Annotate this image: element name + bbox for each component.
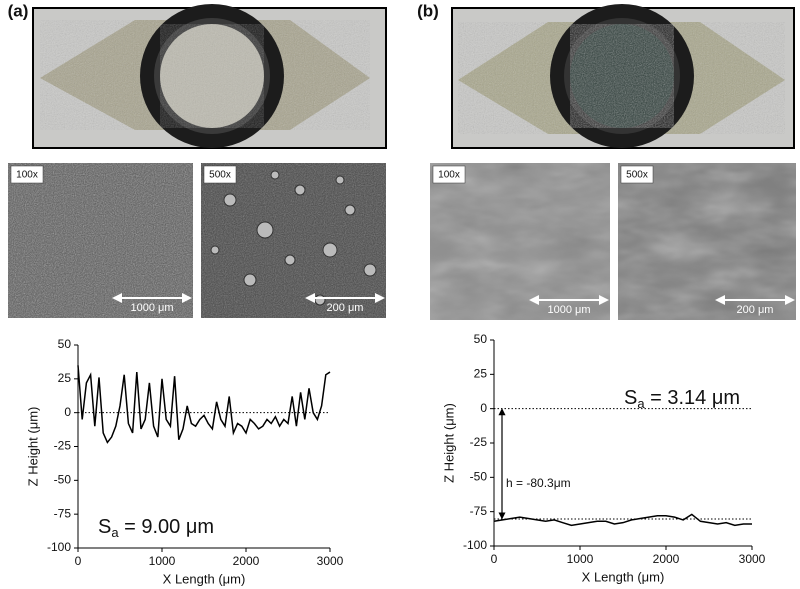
data-line [77,365,331,444]
mag-label: 100x [438,170,460,181]
x-axis-label: X Length (μm) [582,569,665,584]
x-tick-label: 0 [75,554,82,568]
height-label: h = -80.3μm [506,476,571,490]
mag-label-box [203,165,237,184]
y-tick-label: -50 [54,473,72,487]
y-axis-label: Z Height (μm) [441,403,456,483]
sa-value: = 9.00 μm [119,516,214,538]
sa-annotation: Sa = 3.14 μm [624,387,740,411]
x-tick-label: 2000 [653,552,680,566]
x-tick-label: 0 [491,552,498,566]
y-tick-label: 50 [58,337,72,351]
sem-image [8,163,193,318]
sa-symbol: S [98,516,111,538]
scale-bar-label: 200 μm [327,302,364,314]
sa-subscript: a [111,525,119,540]
x-tick-label: 3000 [317,554,344,568]
sa-annotation: Sa = 9.00 μm [98,516,214,540]
mag-label: 500x [626,170,648,181]
y-tick-label: -25 [54,439,72,453]
y-tick-label: 0 [64,405,71,419]
y-tick-label: -100 [463,538,487,552]
y-tick-label: -100 [47,540,71,554]
y-tick-label: -75 [470,504,488,518]
y-tick-label: 0 [480,401,487,415]
sa-symbol: S [624,387,637,409]
y-tick-label: 25 [58,371,72,385]
sa-value: = 3.14 μm [645,387,740,409]
sa-subscript: a [637,396,645,411]
mag-label-box [620,165,654,184]
sem-image [618,163,796,320]
x-tick-label: 3000 [739,552,766,566]
scale-bar-label: 1000 μm [130,302,173,314]
y-tick-label: 50 [474,332,488,346]
sem-image [201,163,386,318]
panel-label: (a) [8,1,29,20]
sem-image [430,163,610,320]
mag-label-box [10,165,44,184]
photo [32,4,387,149]
y-tick-label: 25 [474,367,488,381]
data-line [493,513,752,527]
y-tick-label: -25 [470,435,488,449]
mag-label-box [432,165,466,184]
scale-bar-label: 1000 μm [547,304,590,316]
y-axis-label: Z Height (μm) [25,407,40,487]
mag-label: 500x [209,170,231,181]
y-tick-label: -75 [54,506,72,520]
photo [451,4,795,149]
x-tick-label: 2000 [233,554,260,568]
x-axis-label: X Length (μm) [163,571,246,586]
mag-label: 100x [16,170,38,181]
x-tick-label: 1000 [149,554,176,568]
y-tick-label: -50 [470,470,488,484]
scale-bar-label: 200 μm [737,304,774,316]
x-tick-label: 1000 [567,552,594,566]
panel-label: (b) [417,1,439,20]
